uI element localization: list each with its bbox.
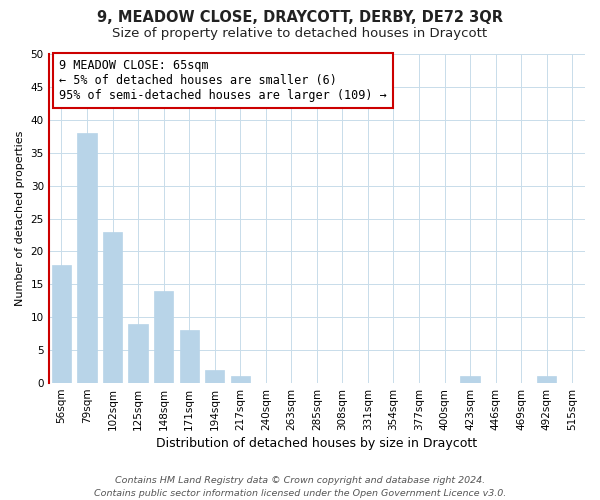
X-axis label: Distribution of detached houses by size in Draycott: Distribution of detached houses by size …	[156, 437, 478, 450]
Bar	[179, 330, 199, 383]
Bar	[205, 370, 224, 383]
Bar	[154, 291, 173, 383]
Bar	[537, 376, 556, 383]
Text: Size of property relative to detached houses in Draycott: Size of property relative to detached ho…	[112, 28, 488, 40]
Text: Contains HM Land Registry data © Crown copyright and database right 2024.
Contai: Contains HM Land Registry data © Crown c…	[94, 476, 506, 498]
Bar	[230, 376, 250, 383]
Bar	[128, 324, 148, 383]
Bar	[52, 264, 71, 383]
Text: 9, MEADOW CLOSE, DRAYCOTT, DERBY, DE72 3QR: 9, MEADOW CLOSE, DRAYCOTT, DERBY, DE72 3…	[97, 10, 503, 25]
Bar	[77, 133, 97, 383]
Y-axis label: Number of detached properties: Number of detached properties	[15, 131, 25, 306]
Bar	[460, 376, 479, 383]
Bar	[103, 232, 122, 383]
Text: 9 MEADOW CLOSE: 65sqm
← 5% of detached houses are smaller (6)
95% of semi-detach: 9 MEADOW CLOSE: 65sqm ← 5% of detached h…	[59, 59, 387, 102]
